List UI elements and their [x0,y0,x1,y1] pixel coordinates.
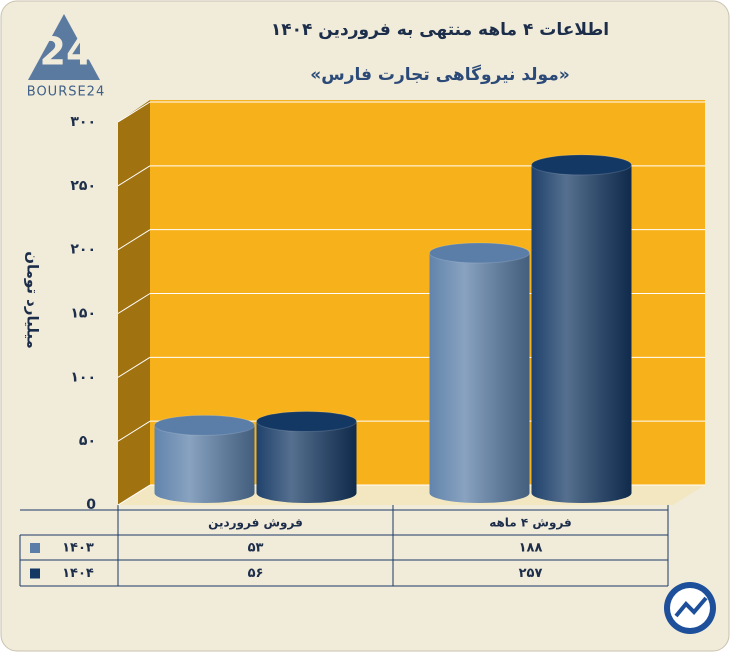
y-tick-label: ۱۰۰ [70,369,96,385]
y-tick-label: ۲۰۰ [70,242,96,258]
grid-line [117,356,151,378]
legend-swatch [30,543,40,553]
x-tick-label: فروش ۴ ماهه [489,516,572,531]
grid-line [117,484,151,506]
y-axis-label: میلیارد تومان [24,251,42,349]
bar-top [154,414,255,436]
legend-label: ۱۴۰۴ [62,566,94,581]
bar-shade [531,164,632,503]
y-tick-label: ۱۵۰ [70,306,96,322]
data-label: ۵۶ [248,566,264,581]
y-tick-label: 0 [86,497,96,513]
side-wall [118,100,150,505]
grid-line [117,293,151,314]
bar-top [256,411,357,433]
bar-top [531,154,632,176]
legend-swatch [30,568,40,579]
bar-shade [256,421,357,503]
grid-line [117,420,151,442]
brand-icon [674,596,708,618]
data-label: ۱۸۸ [519,541,543,556]
chart-title: اطلاعات ۴ ماهه منتهی به فروردین ۱۴۰۴ [271,20,609,40]
bar-top [429,242,530,264]
bar-shade [429,252,530,503]
legend-label: ۱۴۰۳ [62,541,94,556]
x-tick-label: فروش فروردین [208,516,303,531]
bar-shade [154,425,255,503]
chart-subtitle: «مولد نیروگاهی تجارت فارس» [310,64,569,85]
grid-line [117,101,151,123]
y-tick-label: ۵۰ [79,433,96,449]
logo-text: BOURSE24 [27,85,105,100]
grid-line [117,229,151,251]
logo-shape [28,14,100,80]
data-label: ۵۳ [248,541,264,556]
data-label: ۲۵۷ [519,566,543,581]
logo-mark: 24 [40,30,93,74]
y-tick-label: ۲۵۰ [70,178,96,194]
grid-line [117,165,151,187]
y-tick-label: ۳۰۰ [70,114,96,130]
